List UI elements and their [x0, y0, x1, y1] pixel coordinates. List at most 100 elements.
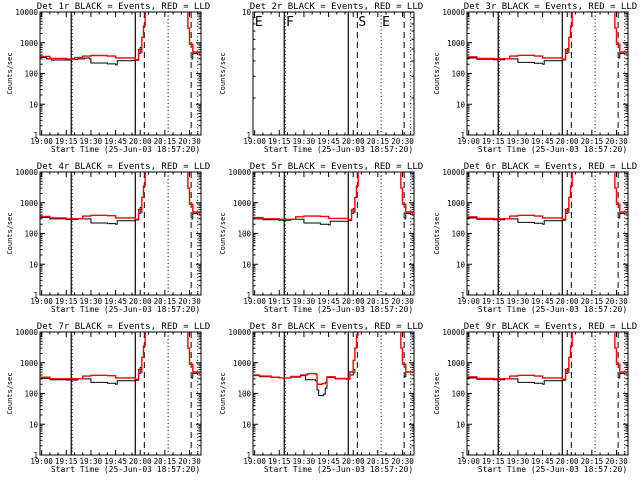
plot-frame — [252, 171, 415, 296]
y-axis-label: Counts/sec — [219, 372, 227, 414]
x-tick-label: 19:15 — [482, 457, 505, 466]
x-tick-label: 19:30 — [507, 457, 530, 466]
x-tick-label: 19:30 — [80, 457, 103, 466]
y-tick-label: 100 — [24, 230, 38, 239]
x-tick-label: 20:00 — [129, 137, 152, 146]
event-marker-label: E — [382, 15, 390, 30]
y-tick-label: 10 — [242, 8, 252, 17]
y-tick-label: 1000 — [233, 359, 252, 368]
y-axis-label: Counts/sec — [6, 52, 14, 94]
y-tick-label: 100 — [451, 390, 465, 399]
y-tick-label: 100 — [237, 390, 251, 399]
y-tick-label: 1000 — [20, 359, 39, 368]
x-tick-label: 19:45 — [531, 137, 554, 146]
x-tick-label: 20:30 — [391, 457, 414, 466]
series-events-line — [40, 207, 199, 225]
panel-title: Det 4r BLACK = Events, RED = LLD — [37, 162, 210, 172]
y-tick-label: 100 — [24, 390, 38, 399]
x-tick-label: 19:00 — [30, 297, 53, 306]
x-tick-label: 20:30 — [178, 137, 201, 146]
x-tick-label: 19:45 — [104, 297, 127, 306]
x-tick-label: 19:30 — [293, 457, 316, 466]
y-axis-label: Counts/sec — [433, 372, 441, 414]
panel-det-9: Det 9r BLACK = Events, RED = LLD 1 10 100 10… — [433, 322, 637, 474]
x-tick-label: 19:30 — [293, 297, 316, 306]
series-lld-line — [467, 172, 628, 220]
y-tick-label: 10000 — [15, 328, 38, 337]
x-tick-label: 19:15 — [482, 137, 505, 146]
y-tick-label: 10 — [456, 420, 466, 429]
plot-frame — [466, 171, 629, 296]
y-tick-label: 10000 — [442, 8, 465, 17]
x-tick-label: 19:00 — [243, 457, 266, 466]
y-tick-label: 10 — [29, 260, 39, 269]
y-tick-label: 1 — [33, 291, 38, 300]
y-tick-label: 1 — [460, 131, 465, 140]
plot-frame — [466, 331, 629, 456]
series-events-line — [253, 208, 412, 226]
y-tick-label: 10 — [456, 100, 466, 109]
y-tick-label: 1 — [460, 451, 465, 460]
x-tick-label: 19:15 — [268, 297, 291, 306]
x-tick-label: 19:00 — [243, 297, 266, 306]
x-axis-label: Start Time (25-Jun-03 18:57:20) — [478, 145, 627, 154]
panel-det-8: Det 8r BLACK = Events, RED = LLD 1 10 100 10… — [219, 322, 423, 474]
panel-det-3: Det 3r BLACK = Events, RED = LLD 1 10 100 10… — [433, 2, 637, 154]
x-tick-label: 20:30 — [605, 457, 628, 466]
x-tick-label: 19:45 — [104, 137, 127, 146]
series-events-line — [40, 367, 199, 385]
plot-frame — [39, 171, 202, 296]
series-events-line — [467, 208, 626, 225]
y-axis-label: Counts/sec — [433, 212, 441, 254]
y-tick-label: 10000 — [442, 168, 465, 177]
y-tick-label: 1 — [33, 451, 38, 460]
series-lld-line — [40, 332, 201, 380]
x-tick-label: 20:15 — [581, 297, 604, 306]
x-tick-label: 19:45 — [104, 457, 127, 466]
x-axis-label: Start Time (25-Jun-03 18:57:20) — [264, 305, 413, 314]
y-tick-label: 10 — [29, 100, 39, 109]
x-tick-label: 19:00 — [30, 457, 53, 466]
panel-title: Det 3r BLACK = Events, RED = LLD — [464, 2, 637, 12]
series-events-line — [467, 368, 626, 385]
panel-det-2: Det 2r BLACK = Events, RED = LLD 1 10 19:00… — [219, 2, 423, 154]
plot-frame — [466, 11, 629, 136]
y-tick-label: 10 — [29, 420, 39, 429]
y-tick-label: 10000 — [15, 168, 38, 177]
x-tick-label: 19:30 — [80, 137, 103, 146]
x-tick-label: 19:00 — [457, 137, 480, 146]
x-tick-label: 20:30 — [391, 297, 414, 306]
x-axis-label: Start Time (25-Jun-03 18:57:20) — [264, 465, 413, 474]
series-events-line — [253, 369, 412, 397]
y-tick-label: 100 — [24, 70, 38, 79]
x-axis-label: Start Time (25-Jun-03 18:57:20) — [51, 145, 200, 154]
x-tick-label: 19:15 — [268, 137, 291, 146]
y-tick-label: 100 — [237, 230, 251, 239]
x-tick-label: 19:30 — [507, 297, 530, 306]
series-events-line — [40, 47, 199, 66]
panel-title: Det 9r BLACK = Events, RED = LLD — [464, 322, 637, 332]
plot-frame — [252, 11, 415, 136]
x-tick-label: 19:00 — [457, 297, 480, 306]
panel-title: Det 6r BLACK = Events, RED = LLD — [464, 162, 637, 172]
x-axis-label: Start Time (25-Jun-03 18:57:20) — [51, 305, 200, 314]
event-marker-label: S — [358, 15, 366, 30]
series-lld-line — [253, 172, 414, 221]
x-axis-label: Start Time (25-Jun-03 18:57:20) — [478, 465, 627, 474]
y-tick-label: 1000 — [233, 199, 252, 208]
x-tick-label: 20:00 — [556, 297, 579, 306]
y-tick-label: 1 — [246, 451, 251, 460]
y-tick-label: 1000 — [20, 39, 39, 48]
plot-frame — [39, 11, 202, 136]
x-tick-label: 19:30 — [507, 137, 530, 146]
y-tick-label: 100 — [451, 230, 465, 239]
series-lld-line — [467, 12, 628, 60]
x-tick-label: 19:00 — [457, 457, 480, 466]
y-tick-label: 1 — [246, 131, 251, 140]
x-tick-label: 19:15 — [268, 457, 291, 466]
x-tick-label: 20:00 — [342, 297, 365, 306]
x-tick-label: 20:30 — [178, 297, 201, 306]
y-tick-label: 10 — [456, 260, 466, 269]
panel-det-5: Det 5r BLACK = Events, RED = LLD 1 10 100 10… — [219, 162, 423, 314]
